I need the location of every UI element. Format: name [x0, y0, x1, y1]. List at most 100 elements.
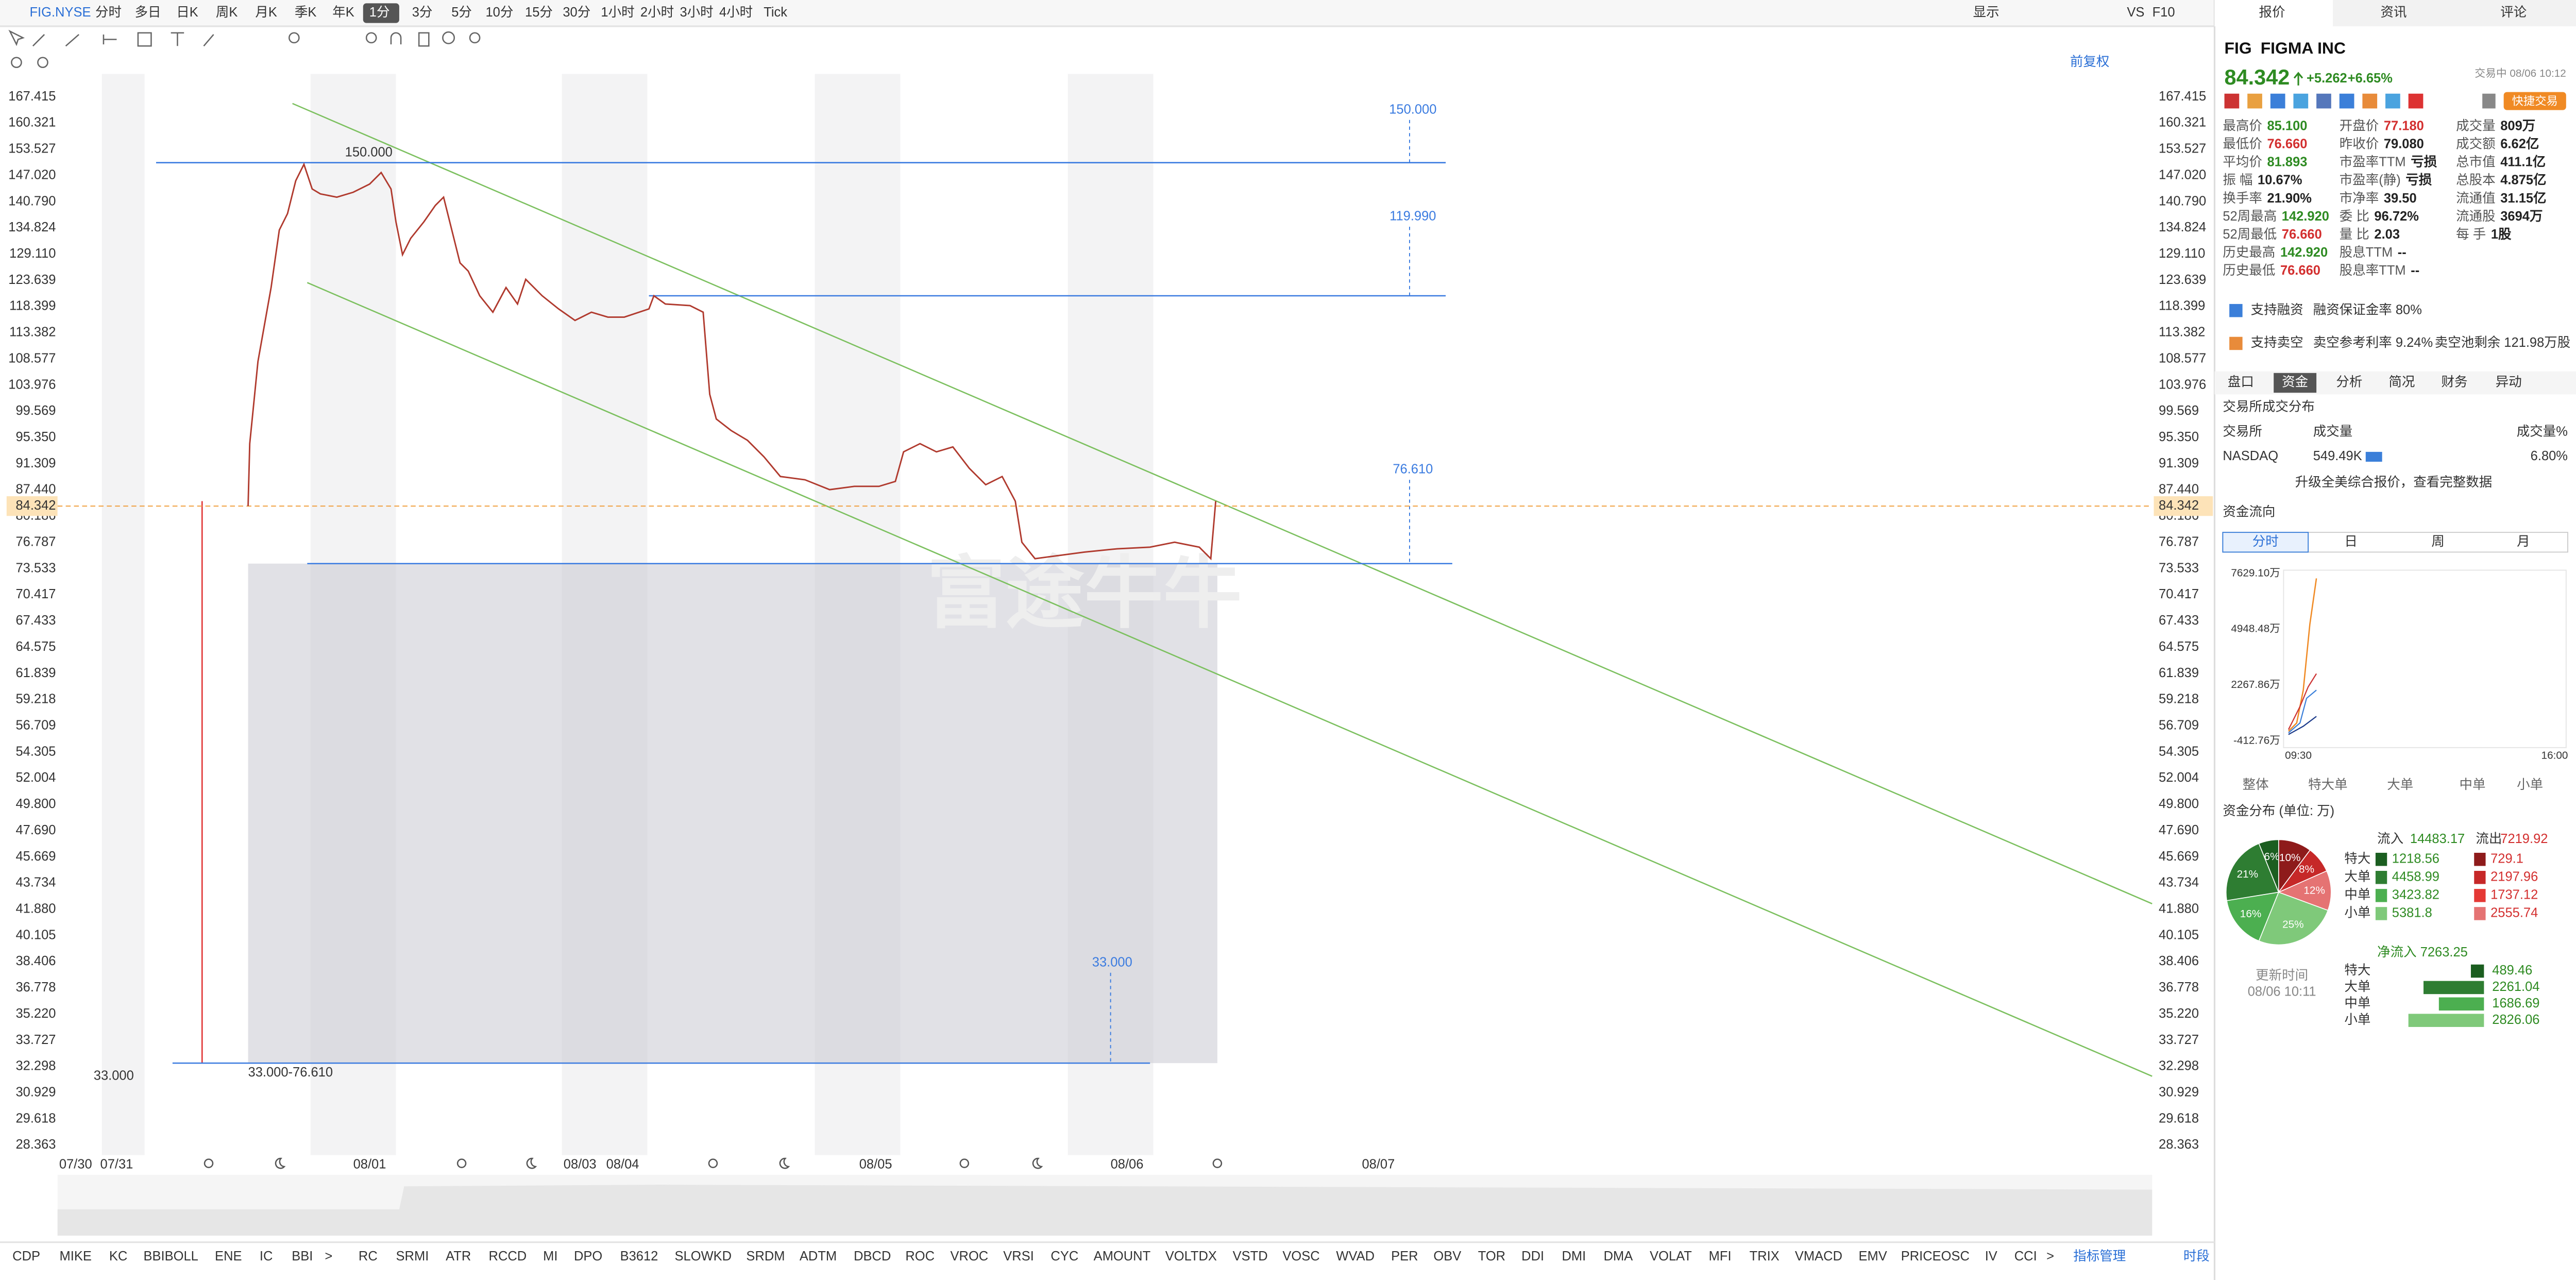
indicator-tab[interactable]: DDI [1521, 1249, 1544, 1264]
indicator-tab[interactable]: ATR [446, 1249, 471, 1264]
y-tick-label: 67.433 [15, 613, 56, 628]
quote-value: 809万 [2500, 119, 2535, 133]
period-tab[interactable]: 季K [295, 5, 317, 20]
indicator-tab[interactable]: RC [359, 1249, 378, 1264]
panel-tab-active[interactable] [2214, 0, 2333, 27]
sub-tab[interactable]: 简况 [2388, 375, 2415, 390]
indicator-tab[interactable]: PER [1391, 1249, 1418, 1264]
size-label: 小单 [2344, 1013, 2370, 1027]
period-tab[interactable]: 2小时 [640, 5, 674, 20]
y-tick-label: 134.824 [8, 220, 56, 234]
flow-tab[interactable]: 分时 [2252, 534, 2279, 549]
net-bar [2408, 1014, 2484, 1027]
period-tab[interactable]: 4小时 [719, 5, 753, 20]
indicator-tab[interactable]: CYC [1050, 1249, 1078, 1264]
period-tab[interactable]: 3小时 [680, 5, 713, 20]
indicator-tab[interactable]: VMACD [1795, 1249, 1842, 1264]
indicator-tab[interactable]: IC [260, 1249, 273, 1264]
indicator-tab[interactable]: VOLTDX [1165, 1249, 1217, 1264]
period-tab[interactable]: 15分 [525, 5, 553, 20]
indicator-tab[interactable]: OBV [1433, 1249, 1461, 1264]
indicator-tab[interactable]: ENE [215, 1249, 242, 1264]
flow-tab[interactable]: 日 [2344, 534, 2358, 549]
period-tab[interactable]: 分时 [95, 5, 122, 20]
y-tick-label: 140.790 [8, 194, 56, 208]
price-change: +5.262 [2307, 71, 2347, 86]
sub-tab[interactable]: 盘口 [2228, 375, 2254, 390]
indicator-tab[interactable]: VRSI [1003, 1249, 1034, 1264]
indicator-tab[interactable]: > [2046, 1249, 2054, 1264]
indicator-tab[interactable]: > [325, 1249, 332, 1264]
quick-trade-button[interactable]: 快捷交易 [2512, 95, 2558, 108]
toolbar-button[interactable]: VS [2127, 5, 2144, 20]
indicator-tab[interactable]: VROC [951, 1249, 989, 1264]
indicator-tab[interactable]: DMI [1562, 1249, 1586, 1264]
period-tab[interactable]: 多日 [135, 5, 161, 20]
toolbar-button[interactable]: 显示 [1973, 5, 1999, 20]
indicator-tab[interactable]: ROC [905, 1249, 935, 1264]
period-tab[interactable]: 月K [255, 5, 277, 20]
indicator-tab[interactable]: DBCD [854, 1249, 891, 1264]
indicator-tab[interactable]: KC [109, 1249, 127, 1264]
outflow-label: 流出 [2476, 832, 2502, 846]
period-tab[interactable]: 周K [216, 5, 238, 20]
indicator-tab[interactable]: IV [1985, 1249, 1997, 1264]
period-tab[interactable]: 年K [332, 5, 354, 20]
sub-tab[interactable]: 资金 [2282, 375, 2308, 390]
quote-value: -- [2398, 245, 2406, 260]
y-tick-label: 54.305 [2159, 744, 2199, 759]
quote-label: 昨收价 [2340, 137, 2379, 151]
indicator-manage[interactable]: 指标管理 [2073, 1249, 2126, 1264]
sub-tab[interactable]: 分析 [2336, 375, 2362, 390]
period-tab[interactable]: 5分 [451, 5, 472, 20]
period-tab[interactable]: 日K [176, 5, 198, 20]
indicator-tab[interactable]: BBIBOLL [144, 1249, 198, 1264]
sub-tab[interactable]: 异动 [2496, 375, 2522, 390]
period-tab[interactable]: 30分 [563, 5, 590, 20]
indicator-tab[interactable]: MFI [1709, 1249, 1732, 1264]
indicator-tab[interactable]: MI [543, 1249, 557, 1264]
panel-tab[interactable]: 评论 [2500, 5, 2527, 20]
indicator-tab[interactable]: VOSC [1282, 1249, 1319, 1264]
indicator-tab[interactable]: SRMI [396, 1249, 429, 1264]
indicator-tab[interactable]: EMV [1859, 1249, 1887, 1264]
indicator-tab[interactable]: B3612 [620, 1249, 658, 1264]
indicator-tab[interactable]: AMOUNT [1094, 1249, 1151, 1264]
flow-tab[interactable]: 月 [2517, 534, 2530, 549]
indicator-tab[interactable]: CDP [12, 1249, 40, 1264]
indicator-tab[interactable]: VOLAT [1650, 1249, 1692, 1264]
outflow-total: 7219.92 [2500, 832, 2548, 846]
toolbar-button[interactable]: F10 [2153, 5, 2175, 20]
flow-tab[interactable]: 周 [2431, 534, 2445, 549]
indicator-tab[interactable]: WVAD [1336, 1249, 1375, 1264]
indicator-tab[interactable]: DPO [574, 1249, 602, 1264]
session-button[interactable]: 时段 [2183, 1249, 2210, 1264]
y-tick-label: 76.787 [15, 534, 56, 549]
quote-field: 流通股 3694万 [2456, 209, 2543, 224]
indicator-tab[interactable]: TOR [1478, 1249, 1505, 1264]
indicator-tab[interactable]: BBI [292, 1249, 313, 1264]
indicator-tab[interactable]: TRIX [1750, 1249, 1780, 1264]
indicator-tab[interactable]: SRDM [746, 1249, 785, 1264]
period-tab[interactable]: Tick [764, 5, 787, 20]
indicator-tab[interactable]: RCCD [489, 1249, 527, 1264]
sub-tab[interactable]: 财务 [2441, 375, 2467, 390]
panel-tab[interactable]: 报价 [2259, 5, 2285, 20]
inflow-label: 流入 [2377, 832, 2403, 846]
quote-value: 10.67% [2258, 173, 2302, 187]
indicator-tab[interactable]: VSTD [1233, 1249, 1268, 1264]
quote-field: 股息率TTM -- [2340, 263, 2419, 278]
period-tab[interactable]: 10分 [485, 5, 513, 20]
indicator-tab[interactable]: DMA [1604, 1249, 1633, 1264]
period-tab[interactable]: 3分 [412, 5, 433, 20]
upgrade-link[interactable]: 升级全美综合报价，查看完整数据 [2295, 475, 2493, 490]
period-tab[interactable]: 1分 [369, 5, 390, 20]
indicator-tab[interactable]: PRICEOSC [1901, 1249, 1970, 1264]
period-tab[interactable]: 1小时 [601, 5, 634, 20]
indicator-tab[interactable]: SLOWKD [675, 1249, 732, 1264]
indicator-tab[interactable]: ADTM [800, 1249, 837, 1264]
indicator-tab[interactable]: CCI [2014, 1249, 2037, 1264]
adjust-mode[interactable]: 前复权 [2070, 55, 2110, 69]
indicator-tab[interactable]: MIKE [60, 1249, 92, 1264]
panel-tab[interactable]: 资讯 [2380, 5, 2406, 20]
